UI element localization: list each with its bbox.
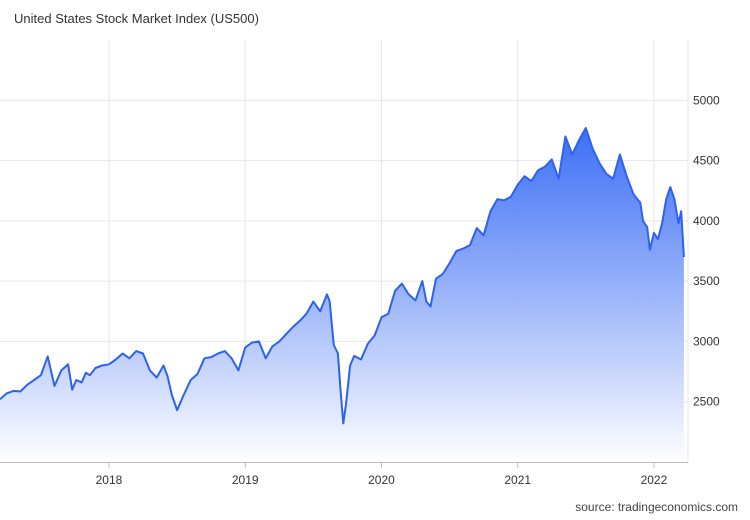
y-tick-label: 2500 — [693, 395, 720, 409]
x-tick-label: 2019 — [232, 473, 259, 487]
x-axis-labels: 2018 2019 2020 2021 2022 — [96, 462, 668, 487]
source-attribution: source: tradingeconomics.com — [575, 500, 738, 514]
x-tick-label: 2020 — [368, 473, 395, 487]
chart-title: United States Stock Market Index (US500) — [14, 11, 259, 26]
x-tick-label: 2018 — [96, 473, 123, 487]
y-tick-label: 3000 — [693, 334, 720, 348]
y-axis-labels: 2500 3000 3500 4000 4500 5000 — [693, 93, 720, 408]
y-tick-label: 5000 — [693, 93, 720, 107]
series-line — [0, 127, 685, 425]
area-fill — [0, 128, 684, 462]
y-tick-label: 4000 — [693, 214, 720, 228]
y-tick-label: 3500 — [693, 274, 720, 288]
x-tick-label: 2021 — [504, 473, 531, 487]
x-tick-label: 2022 — [641, 473, 668, 487]
y-tick-label: 4500 — [693, 154, 720, 168]
